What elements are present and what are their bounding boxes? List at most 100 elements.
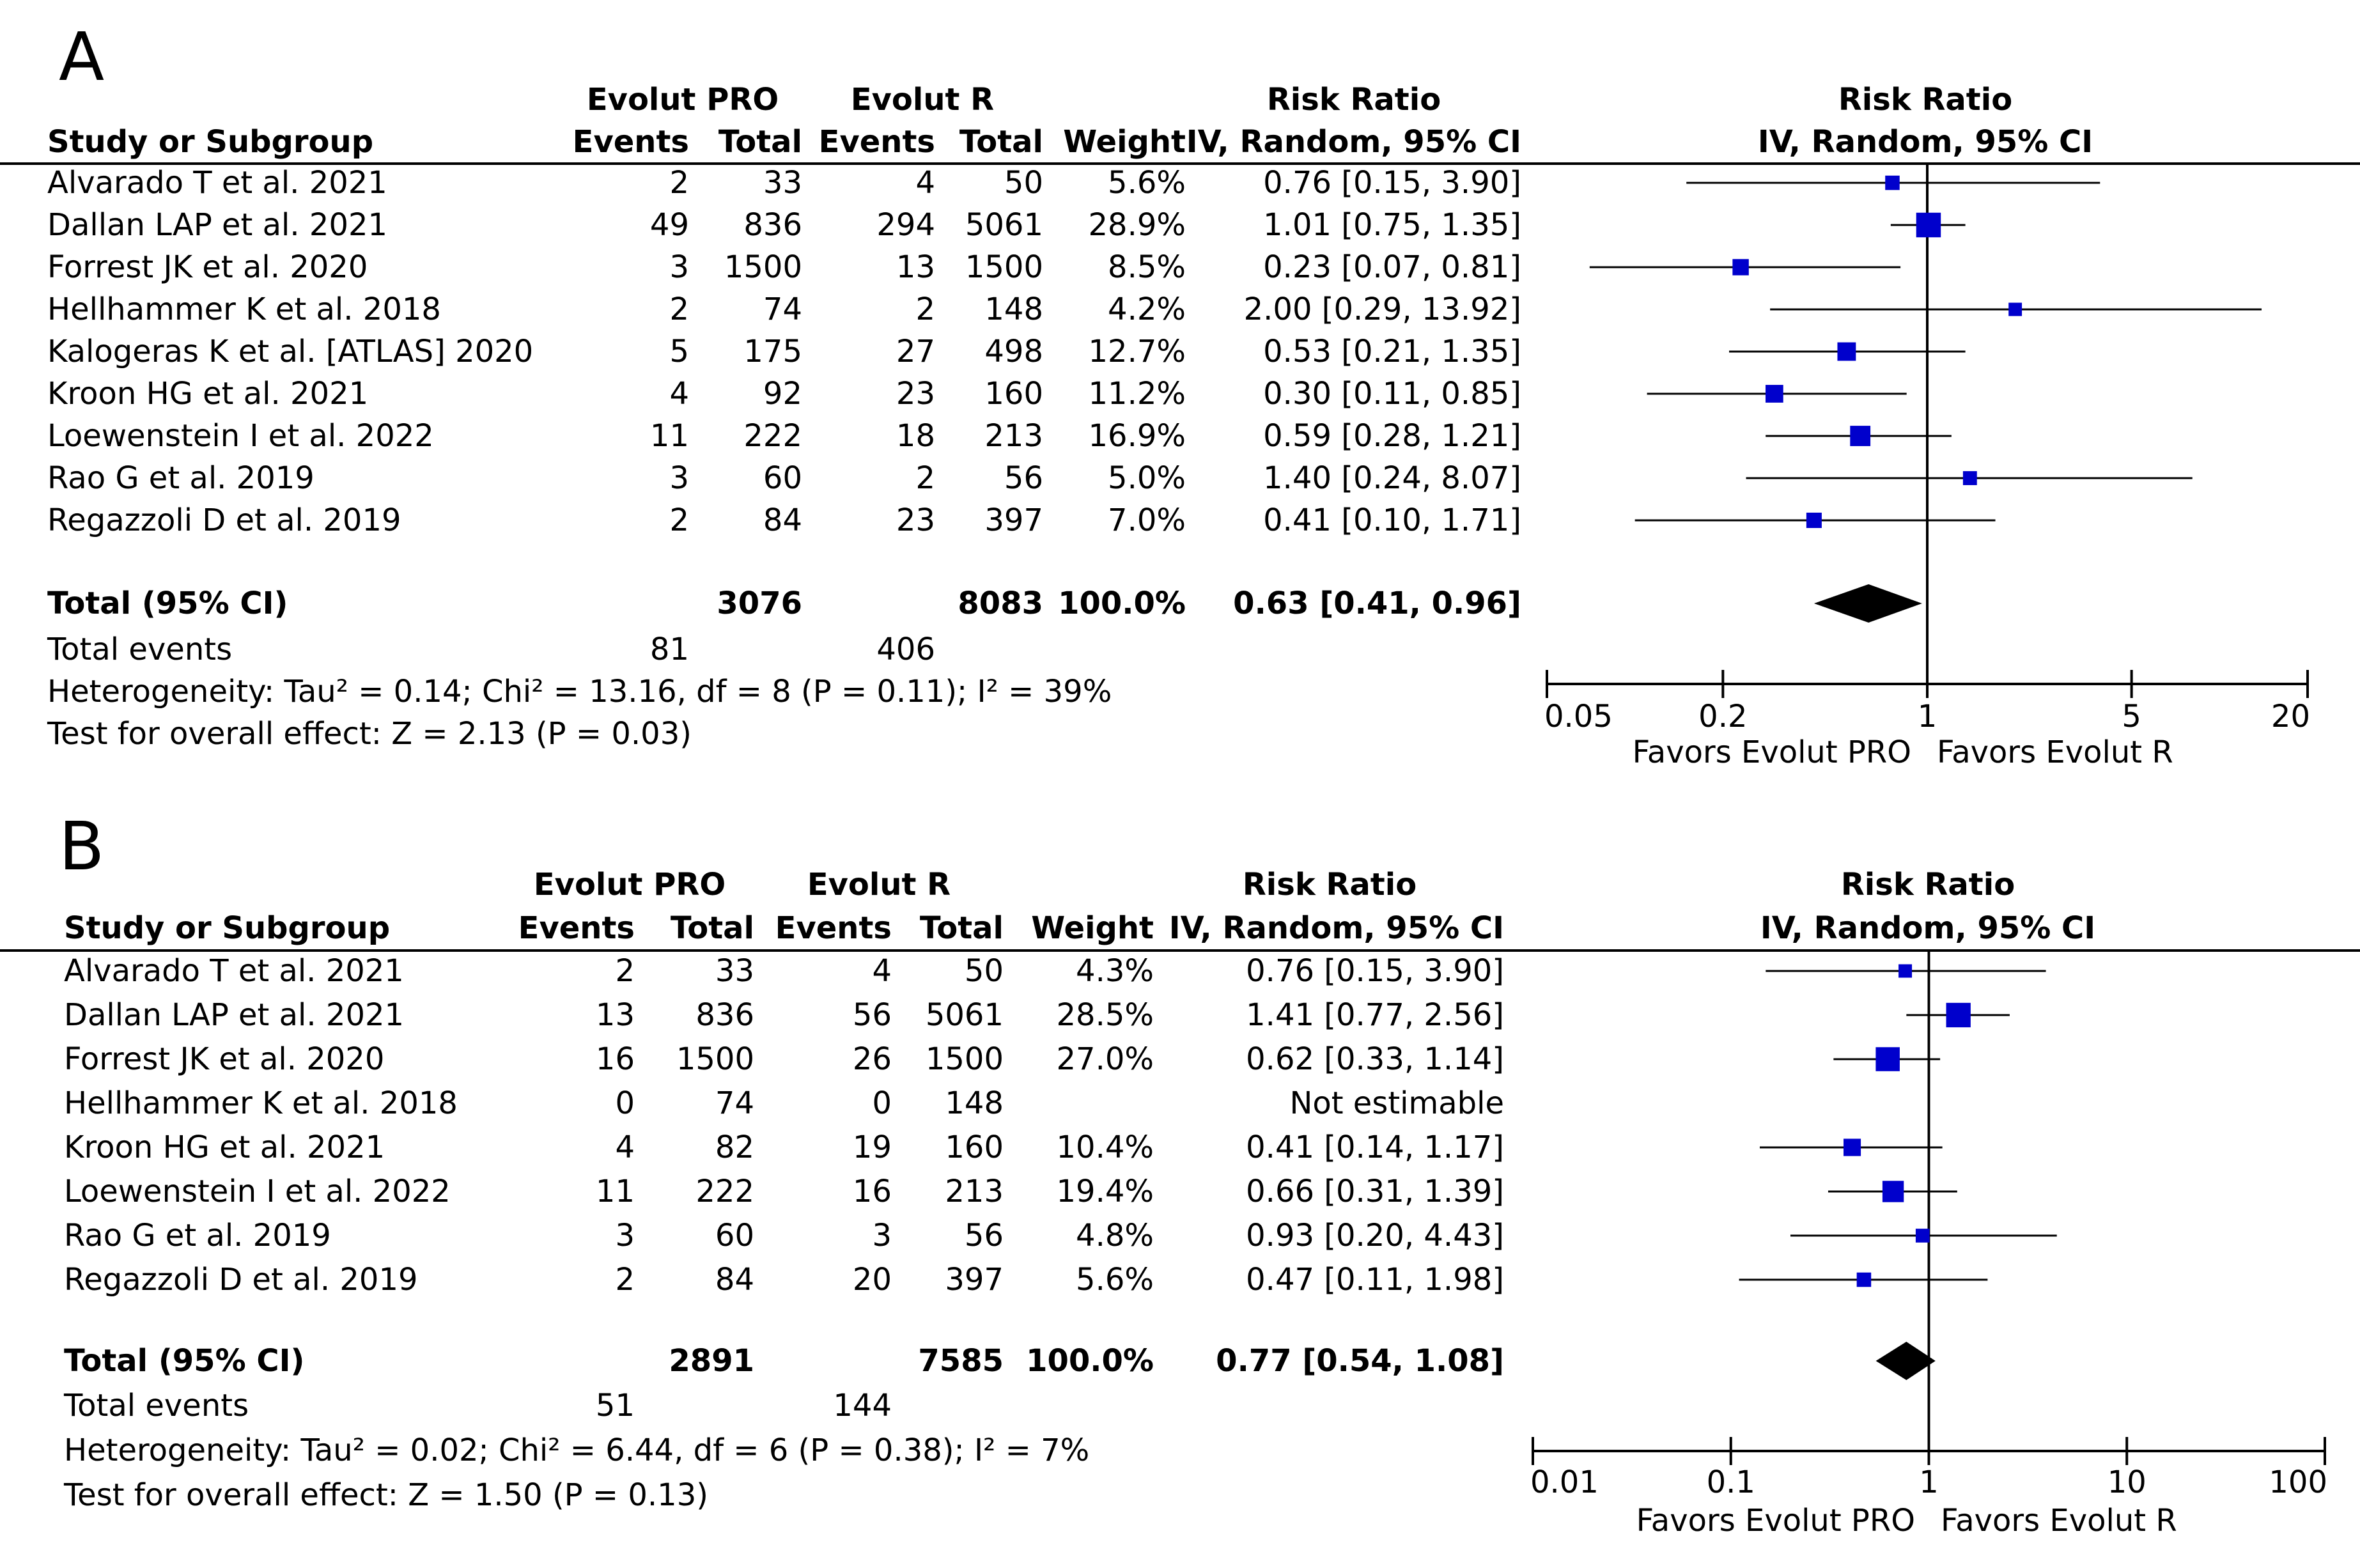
total-row: Total (95% CI) 3076 8083 100.0% 0.63 [0.41, … [47,584,1922,623]
total-1: 92 [763,376,802,412]
weight: 11.2% [1089,376,1186,412]
point-estimate-marker [1946,1002,1971,1028]
total-events-label: Total events [63,1388,249,1424]
events-2: 4 [915,165,935,201]
total-1: 82 [715,1129,754,1165]
weight: 4.3% [1076,953,1154,989]
events-2: 56 [853,997,892,1033]
total-2: 1500 [926,1041,1004,1077]
weight: 28.9% [1089,207,1186,243]
total-2: 56 [965,1218,1004,1254]
ci-text: 0.59 [0.28, 1.21] [1263,418,1521,454]
events-1: 2 [615,1262,635,1298]
total-1: 1500 [676,1041,754,1077]
pooled-estimate-diamond [1875,1342,1936,1380]
study-row: Hellhammer K et al. 2018 2 74 2 148 4.2% 2.00 … [47,291,2262,327]
total-2: 397 [945,1262,1004,1298]
events-2: 4 [872,953,892,989]
total-label: Total (95% CI) [47,586,288,621]
total-1: 33 [715,953,754,989]
x-tick-label: 5 [2122,699,2141,734]
total-ci-text: 0.63 [0.41, 0.96] [1233,586,1521,621]
x-tick-label: 10 [2108,1464,2147,1500]
total-1: 84 [715,1262,754,1298]
events-1: 49 [650,207,689,243]
ci-text: 0.66 [0.31, 1.39] [1246,1174,1504,1209]
study-row: Rao G et al. 2019 3 60 3 56 4.8% 0.93 [0.20, 4… [64,1218,2057,1254]
study-name: Alvarado T et al. 2021 [47,165,387,201]
events-2: 0 [872,1085,892,1121]
events-1: 11 [596,1174,635,1209]
header-forest-title: Risk Ratio [1841,867,2015,903]
total-events-1: 81 [650,632,689,667]
events-1: 0 [615,1085,635,1121]
favors-right-label: Favors Evolut R [1937,734,2173,770]
total-weight: 100.0% [1058,586,1186,621]
weight: 12.7% [1089,334,1186,369]
events-2: 2 [915,460,935,496]
x-axis: 0.01 0.1 1 10 100 Favors Evolut PRO Favors Evo… [1530,1437,2327,1539]
header-group1: Evolut PRO [587,82,779,118]
events-1: 4 [615,1129,635,1165]
point-estimate-marker [1766,385,1783,403]
weight: 19.4% [1057,1174,1154,1209]
total-1: 836 [743,207,802,243]
point-estimate-marker [1856,1272,1872,1287]
study-row: Forrest JK et al. 2020 16 1500 26 1500 27.0% 0… [64,1041,1941,1077]
events-1: 13 [596,997,635,1033]
header-effect-method: IV, Random, 95% CI [1169,910,1504,946]
total-events-row: Total events 51 144 [63,1388,892,1424]
total-1: 222 [743,418,802,454]
events-2: 16 [853,1174,892,1209]
panel-letter: A [59,18,104,96]
x-tick-label: 0.05 [1544,699,1613,734]
header-total-1: Total [671,910,754,946]
weight: 8.5% [1108,249,1186,285]
ci-text: 1.01 [0.75, 1.35] [1263,207,1521,243]
panel-b: B Evolut PRO Evolut R Risk Ratio Risk Ratio S… [0,807,2360,1539]
events-1: 4 [669,376,689,412]
study-name: Regazzoli D et al. 2019 [47,502,401,538]
heterogeneity-text: Heterogeneity: Tau² = 0.02; Chi² = 6.44,… [64,1432,1089,1468]
weight: 5.0% [1108,460,1186,496]
study-row: Forrest JK et al. 2020 3 1500 13 1500 8.5% 0.2… [47,249,1901,285]
total-label: Total (95% CI) [64,1343,304,1379]
ci-text: 0.76 [0.15, 3.90] [1246,953,1504,989]
events-1: 3 [669,249,689,285]
study-row: Loewenstein I et al. 2022 11 222 16 213 19.4%… [64,1174,1957,1209]
total-2: 148 [945,1085,1004,1121]
header-group2: Evolut R [851,82,994,118]
total-2: 5061 [965,207,1043,243]
study-row: Loewenstein I et al. 2022 11 222 18 213 16.9%… [47,418,1952,454]
total-1: 1500 [724,249,802,285]
ci-text: 0.47 [0.11, 1.98] [1246,1262,1504,1298]
x-tick-label: 0.2 [1698,699,1747,734]
header-weight: Weight [1031,910,1154,946]
header-effect-title: Risk Ratio [1243,867,1417,903]
weight: 28.5% [1057,997,1154,1033]
study-name: Rao G et al. 2019 [64,1218,331,1254]
ci-text: Not estimable [1289,1085,1504,1121]
events-1: 3 [615,1218,635,1254]
events-2: 13 [896,249,935,285]
study-name: Dallan LAP et al. 2021 [47,207,387,243]
header-forest-method: IV, Random, 95% CI [1758,124,2093,160]
study-name: Kroon HG et al. 2021 [47,376,368,412]
weight: 7.0% [1108,502,1186,538]
study-name: Regazzoli D et al. 2019 [64,1262,418,1298]
point-estimate-marker [1732,259,1749,276]
total-weight: 100.0% [1026,1343,1154,1379]
ci-text: 0.41 [0.14, 1.17] [1246,1129,1504,1165]
events-2: 18 [896,418,935,454]
point-estimate-marker [1850,426,1871,446]
events-1: 11 [650,418,689,454]
overall-effect-text: Test for overall effect: Z = 1.50 (P = 0… [63,1477,708,1513]
study-name: Rao G et al. 2019 [47,460,314,496]
study-row: Rao G et al. 2019 3 60 2 56 5.0% 1.40 [0.24, 8… [47,460,2193,496]
study-row: Alvarado T et al. 2021 2 33 4 50 4.3% 0.76 [0.… [64,953,2046,989]
study-name: Loewenstein I et al. 2022 [47,418,434,454]
total-1: 74 [715,1085,754,1121]
study-name: Hellhammer K et al. 2018 [47,291,441,327]
study-row: Kroon HG et al. 2021 4 82 19 160 10.4% 0.41 [0… [64,1129,1943,1165]
